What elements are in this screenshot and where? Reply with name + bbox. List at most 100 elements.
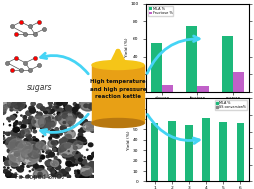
Circle shape [20,127,22,128]
Circle shape [18,102,19,103]
Circle shape [40,145,45,150]
Circle shape [13,114,17,118]
Circle shape [27,140,32,145]
Circle shape [14,128,18,131]
Circle shape [7,96,25,111]
Circle shape [20,177,23,178]
Circle shape [9,139,25,153]
Circle shape [14,138,15,139]
Circle shape [19,144,23,148]
Circle shape [60,169,66,174]
Circle shape [74,115,77,118]
Circle shape [33,164,38,168]
Circle shape [2,123,4,125]
Circle shape [66,106,72,111]
Circle shape [18,105,23,109]
Circle shape [75,144,76,145]
Circle shape [27,120,30,122]
Circle shape [27,128,31,132]
Circle shape [65,134,71,139]
Circle shape [37,115,40,118]
Circle shape [81,137,85,140]
Circle shape [77,155,79,157]
Circle shape [5,105,6,106]
Circle shape [5,132,8,134]
Circle shape [37,104,42,108]
Circle shape [31,160,37,165]
Circle shape [22,104,26,108]
Circle shape [66,161,72,166]
Circle shape [76,112,81,116]
Circle shape [7,117,10,120]
Circle shape [46,123,52,127]
Circle shape [81,166,92,176]
Circle shape [26,111,31,115]
Circle shape [29,171,30,172]
Circle shape [11,130,17,135]
Circle shape [83,141,87,144]
Circle shape [54,107,57,110]
Circle shape [63,129,67,132]
Circle shape [18,133,24,138]
Legend: MLA %, SS conversion%: MLA %, SS conversion% [215,100,247,110]
Circle shape [68,139,73,144]
Circle shape [30,158,33,161]
Circle shape [76,164,77,165]
Circle shape [10,139,16,144]
Circle shape [32,116,45,127]
Circle shape [30,108,36,113]
Circle shape [83,159,86,162]
Circle shape [64,104,67,107]
Circle shape [19,122,22,125]
Circle shape [82,172,85,175]
Circle shape [39,166,44,170]
Circle shape [49,137,52,139]
Circle shape [31,102,35,105]
Bar [92,65,144,123]
Circle shape [38,172,42,176]
Circle shape [10,137,15,141]
Circle shape [92,105,96,109]
Circle shape [3,132,4,133]
Circle shape [44,111,46,112]
Circle shape [74,157,79,161]
Circle shape [29,119,33,123]
Circle shape [71,161,76,165]
Circle shape [40,125,46,129]
Circle shape [84,139,85,141]
Circle shape [75,104,80,108]
Circle shape [82,129,85,131]
Circle shape [91,129,93,131]
Circle shape [10,157,15,162]
Circle shape [25,147,29,150]
Circle shape [29,116,34,120]
Circle shape [34,176,36,178]
Circle shape [25,121,27,122]
Bar [202,118,210,181]
Circle shape [29,142,30,143]
Circle shape [76,137,80,140]
Circle shape [15,133,19,136]
Circle shape [74,139,79,144]
Circle shape [66,139,68,141]
Circle shape [87,122,91,125]
Circle shape [30,151,33,153]
Circle shape [57,112,60,115]
Circle shape [16,142,21,146]
Circle shape [49,166,54,170]
Circle shape [70,125,71,126]
Circle shape [82,123,85,125]
Circle shape [0,107,6,112]
Circle shape [80,155,83,157]
Circle shape [35,157,39,160]
Circle shape [40,155,45,159]
Circle shape [38,174,41,178]
Circle shape [85,172,91,177]
Circle shape [50,122,55,126]
Circle shape [42,136,43,137]
Circle shape [22,135,23,136]
Circle shape [17,103,21,107]
Circle shape [58,149,62,152]
Circle shape [41,125,43,127]
Circle shape [46,163,50,166]
